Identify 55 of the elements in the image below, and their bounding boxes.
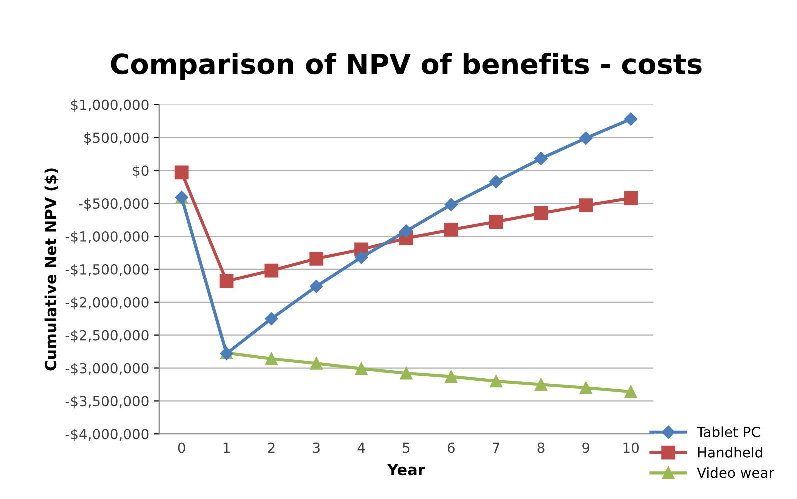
point: [310, 280, 324, 294]
point: [444, 198, 458, 212]
x-tick-label: 0: [178, 442, 186, 454]
legend-label: Tablet PC: [697, 426, 760, 438]
point: [534, 206, 548, 220]
point: [310, 252, 324, 266]
y-tick-label: -$1,500,000: [66, 264, 149, 277]
x-tick-label: 5: [403, 442, 410, 454]
y-tick-label: $500,000: [84, 132, 149, 146]
point: [624, 112, 638, 126]
x-tick-label: 6: [448, 442, 455, 454]
y-tick-label: -$4,000,000: [66, 428, 149, 442]
y-tick-label: -$2,000,000: [66, 297, 149, 310]
x-tick-label: 1: [224, 442, 230, 454]
point: [580, 132, 593, 145]
legend-label: Handheld: [698, 447, 762, 458]
point: [265, 352, 278, 366]
x-tick-label: 9: [582, 442, 590, 454]
point: [489, 215, 504, 229]
y-tick-label: $0: [133, 165, 149, 178]
x-tick-label: 7: [493, 442, 500, 454]
x-axis-title: Year: [387, 464, 426, 476]
point: [579, 198, 594, 213]
point: [400, 224, 414, 238]
point: [534, 152, 548, 166]
y-tick-label: -$3,500,000: [66, 396, 149, 409]
point: [264, 264, 279, 278]
point: [354, 251, 368, 264]
y-tick-label: -$2,500,000: [66, 330, 149, 343]
point: [265, 312, 278, 326]
x-tick-label: 10: [624, 442, 639, 454]
point: [580, 382, 592, 394]
x-tick-label: 2: [268, 442, 275, 454]
point: [220, 274, 234, 288]
y-tick-label: -$500,000: [79, 198, 149, 211]
point: [490, 175, 503, 188]
point: [310, 357, 323, 370]
point: [174, 166, 189, 180]
y-tick-label: -$3,000,000: [66, 362, 149, 376]
point: [534, 378, 548, 391]
point: [624, 386, 638, 398]
legend-label: Video wear: [697, 467, 774, 478]
x-tick-label: 4: [358, 442, 366, 454]
chart-title: Comparison of NPV of benefits - costs: [111, 53, 702, 80]
y-tick-label: -$1,000,000: [66, 231, 149, 244]
point: [624, 191, 638, 206]
point: [490, 375, 503, 388]
x-tick-label: 3: [313, 442, 320, 454]
point: [400, 367, 413, 380]
y-tick-label: $1,000,000: [71, 100, 149, 112]
y-axis-title: Cumulative Net NPV ($): [44, 168, 59, 371]
point: [355, 362, 368, 376]
point: [444, 222, 458, 237]
point: [445, 370, 458, 384]
x-tick-label: 8: [538, 442, 545, 454]
